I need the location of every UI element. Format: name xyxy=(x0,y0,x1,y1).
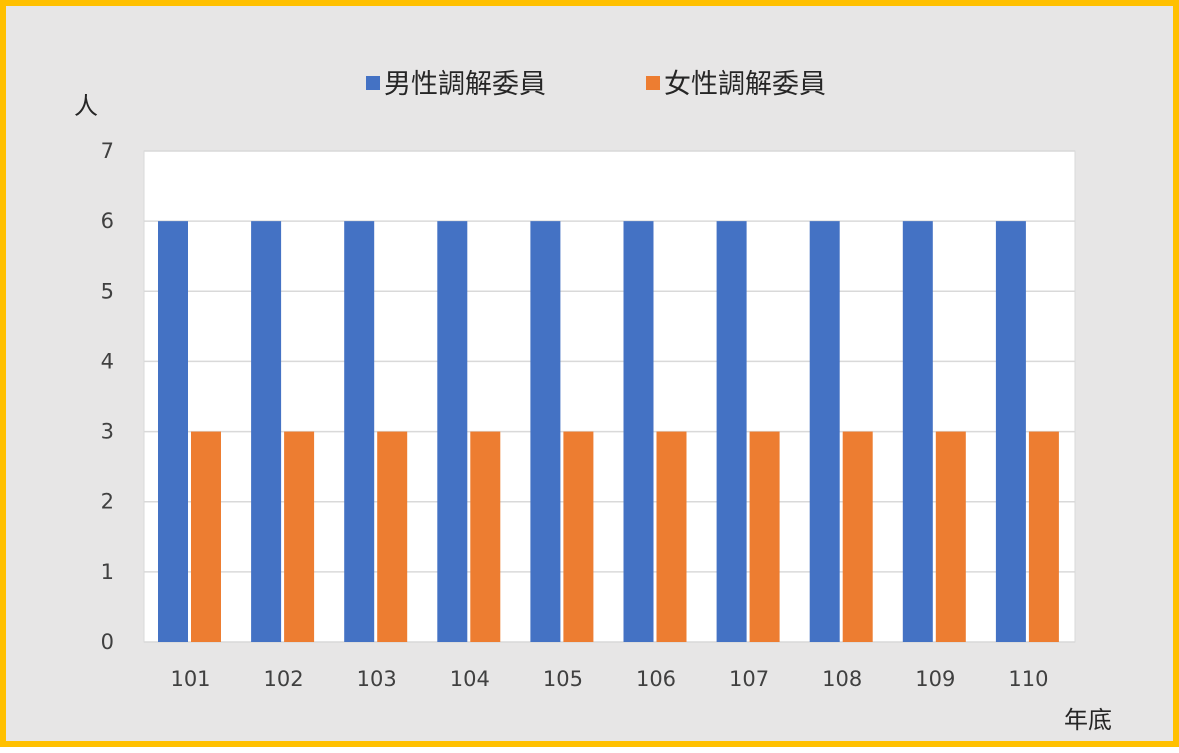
bar-female-103 xyxy=(377,431,408,642)
bar-female-107 xyxy=(749,431,780,642)
legend-label: 男性調解委員 xyxy=(384,69,546,100)
x-tick-label: 107 xyxy=(729,667,769,691)
y-tick-label: 1 xyxy=(101,560,114,584)
y-tick-label: 4 xyxy=(101,349,114,373)
y-tick-label: 3 xyxy=(101,420,114,444)
bar-male-105 xyxy=(530,221,561,642)
legend-label: 女性調解委員 xyxy=(664,69,826,100)
legend: 男性調解委員 女性調解委員 xyxy=(366,69,826,100)
bar-male-107 xyxy=(716,221,747,642)
y-tick-label: 2 xyxy=(101,490,114,514)
x-tick-label: 108 xyxy=(822,667,862,691)
y-tick-label: 5 xyxy=(101,279,114,303)
x-axis-label: 年底 xyxy=(1064,706,1112,734)
plot-area xyxy=(143,150,1076,643)
bar-male-101 xyxy=(158,221,188,642)
bar-male-110 xyxy=(995,221,1026,642)
y-axis-ticks: 0 1 2 3 4 5 6 7 xyxy=(101,139,114,654)
x-tick-label: 109 xyxy=(915,667,955,691)
bar-female-108 xyxy=(842,431,873,642)
bar-male-102 xyxy=(251,221,282,642)
y-tick-label: 0 xyxy=(101,630,114,654)
x-tick-label: 104 xyxy=(450,667,490,691)
bar-female-101 xyxy=(191,431,221,642)
x-axis-ticks: 101 102 103 104 105 106 107 108 109 110 xyxy=(170,667,1048,691)
x-tick-label: 101 xyxy=(170,667,210,691)
x-tick-label: 110 xyxy=(1008,667,1048,691)
bar-male-106 xyxy=(623,221,654,642)
y-tick-label: 6 xyxy=(101,209,114,233)
x-tick-label: 106 xyxy=(636,667,676,691)
bar-female-105 xyxy=(563,431,594,642)
y-axis-label: 人 xyxy=(74,92,98,120)
x-tick-label: 103 xyxy=(357,667,397,691)
y-tick-label: 7 xyxy=(101,139,114,163)
bar-male-103 xyxy=(344,221,375,642)
bar-female-106 xyxy=(656,431,687,642)
bar-female-109 xyxy=(935,431,966,642)
bar-male-104 xyxy=(437,221,468,642)
bar-female-110 xyxy=(1028,431,1059,642)
legend-swatch xyxy=(646,76,660,90)
x-tick-label: 105 xyxy=(543,667,583,691)
bar-female-104 xyxy=(470,431,501,642)
x-tick-label: 102 xyxy=(264,667,304,691)
bar-female-102 xyxy=(284,431,315,642)
bar-male-108 xyxy=(809,221,840,642)
bars xyxy=(158,221,1059,642)
bar-male-109 xyxy=(902,221,933,642)
legend-swatch xyxy=(366,76,380,90)
